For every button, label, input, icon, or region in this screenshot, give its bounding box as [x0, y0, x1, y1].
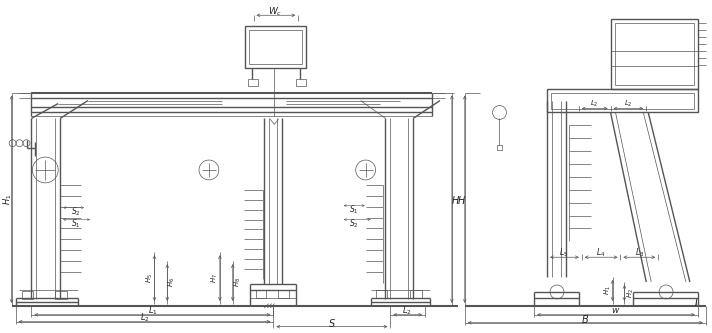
Bar — [551, 93, 694, 110]
Text: $L_3$: $L_3$ — [634, 246, 644, 258]
Text: $L_2$: $L_2$ — [624, 99, 633, 109]
Bar — [256, 290, 266, 298]
Text: $L_2$: $L_2$ — [590, 99, 599, 109]
Text: $S_2$: $S_2$ — [349, 217, 359, 230]
Bar — [56, 291, 67, 299]
Text: $H_5$: $H_5$ — [145, 273, 155, 283]
Bar — [245, 26, 306, 68]
Text: $S_2$: $S_2$ — [71, 205, 81, 218]
Bar — [611, 19, 698, 89]
Bar — [496, 145, 503, 150]
Bar — [375, 290, 387, 298]
Text: $L_2$: $L_2$ — [140, 311, 150, 324]
Text: $S$: $S$ — [328, 317, 336, 329]
Text: $H_1$: $H_1$ — [602, 285, 613, 295]
Text: $H_8$: $H_8$ — [233, 277, 243, 287]
Text: $I$: $I$ — [693, 297, 698, 308]
Bar — [21, 291, 33, 299]
Text: $H_1$: $H_1$ — [1, 194, 14, 205]
Text: $H_6$: $H_6$ — [167, 277, 177, 287]
Text: $L_5$: $L_5$ — [560, 246, 568, 258]
Text: $w$: $w$ — [611, 306, 620, 315]
Text: $H$: $H$ — [451, 194, 460, 206]
Bar — [410, 290, 422, 298]
Text: $W_c$: $W_c$ — [268, 5, 283, 18]
Text: $H_7$: $H_7$ — [210, 273, 220, 283]
Text: $S_1$: $S_1$ — [349, 203, 358, 216]
Text: $H_2$: $H_2$ — [627, 288, 637, 298]
Bar — [547, 89, 698, 113]
Text: $L_2$: $L_2$ — [402, 305, 412, 317]
Bar — [248, 30, 302, 64]
Bar — [248, 79, 258, 86]
Bar — [278, 290, 289, 298]
Text: $B$: $B$ — [581, 313, 589, 325]
Bar — [614, 23, 694, 85]
Text: $L_4$: $L_4$ — [596, 246, 605, 258]
Text: $H$: $H$ — [457, 194, 466, 206]
Bar — [296, 79, 306, 86]
Text: $S_1$: $S_1$ — [71, 217, 81, 230]
Text: $L_1$: $L_1$ — [147, 305, 157, 317]
